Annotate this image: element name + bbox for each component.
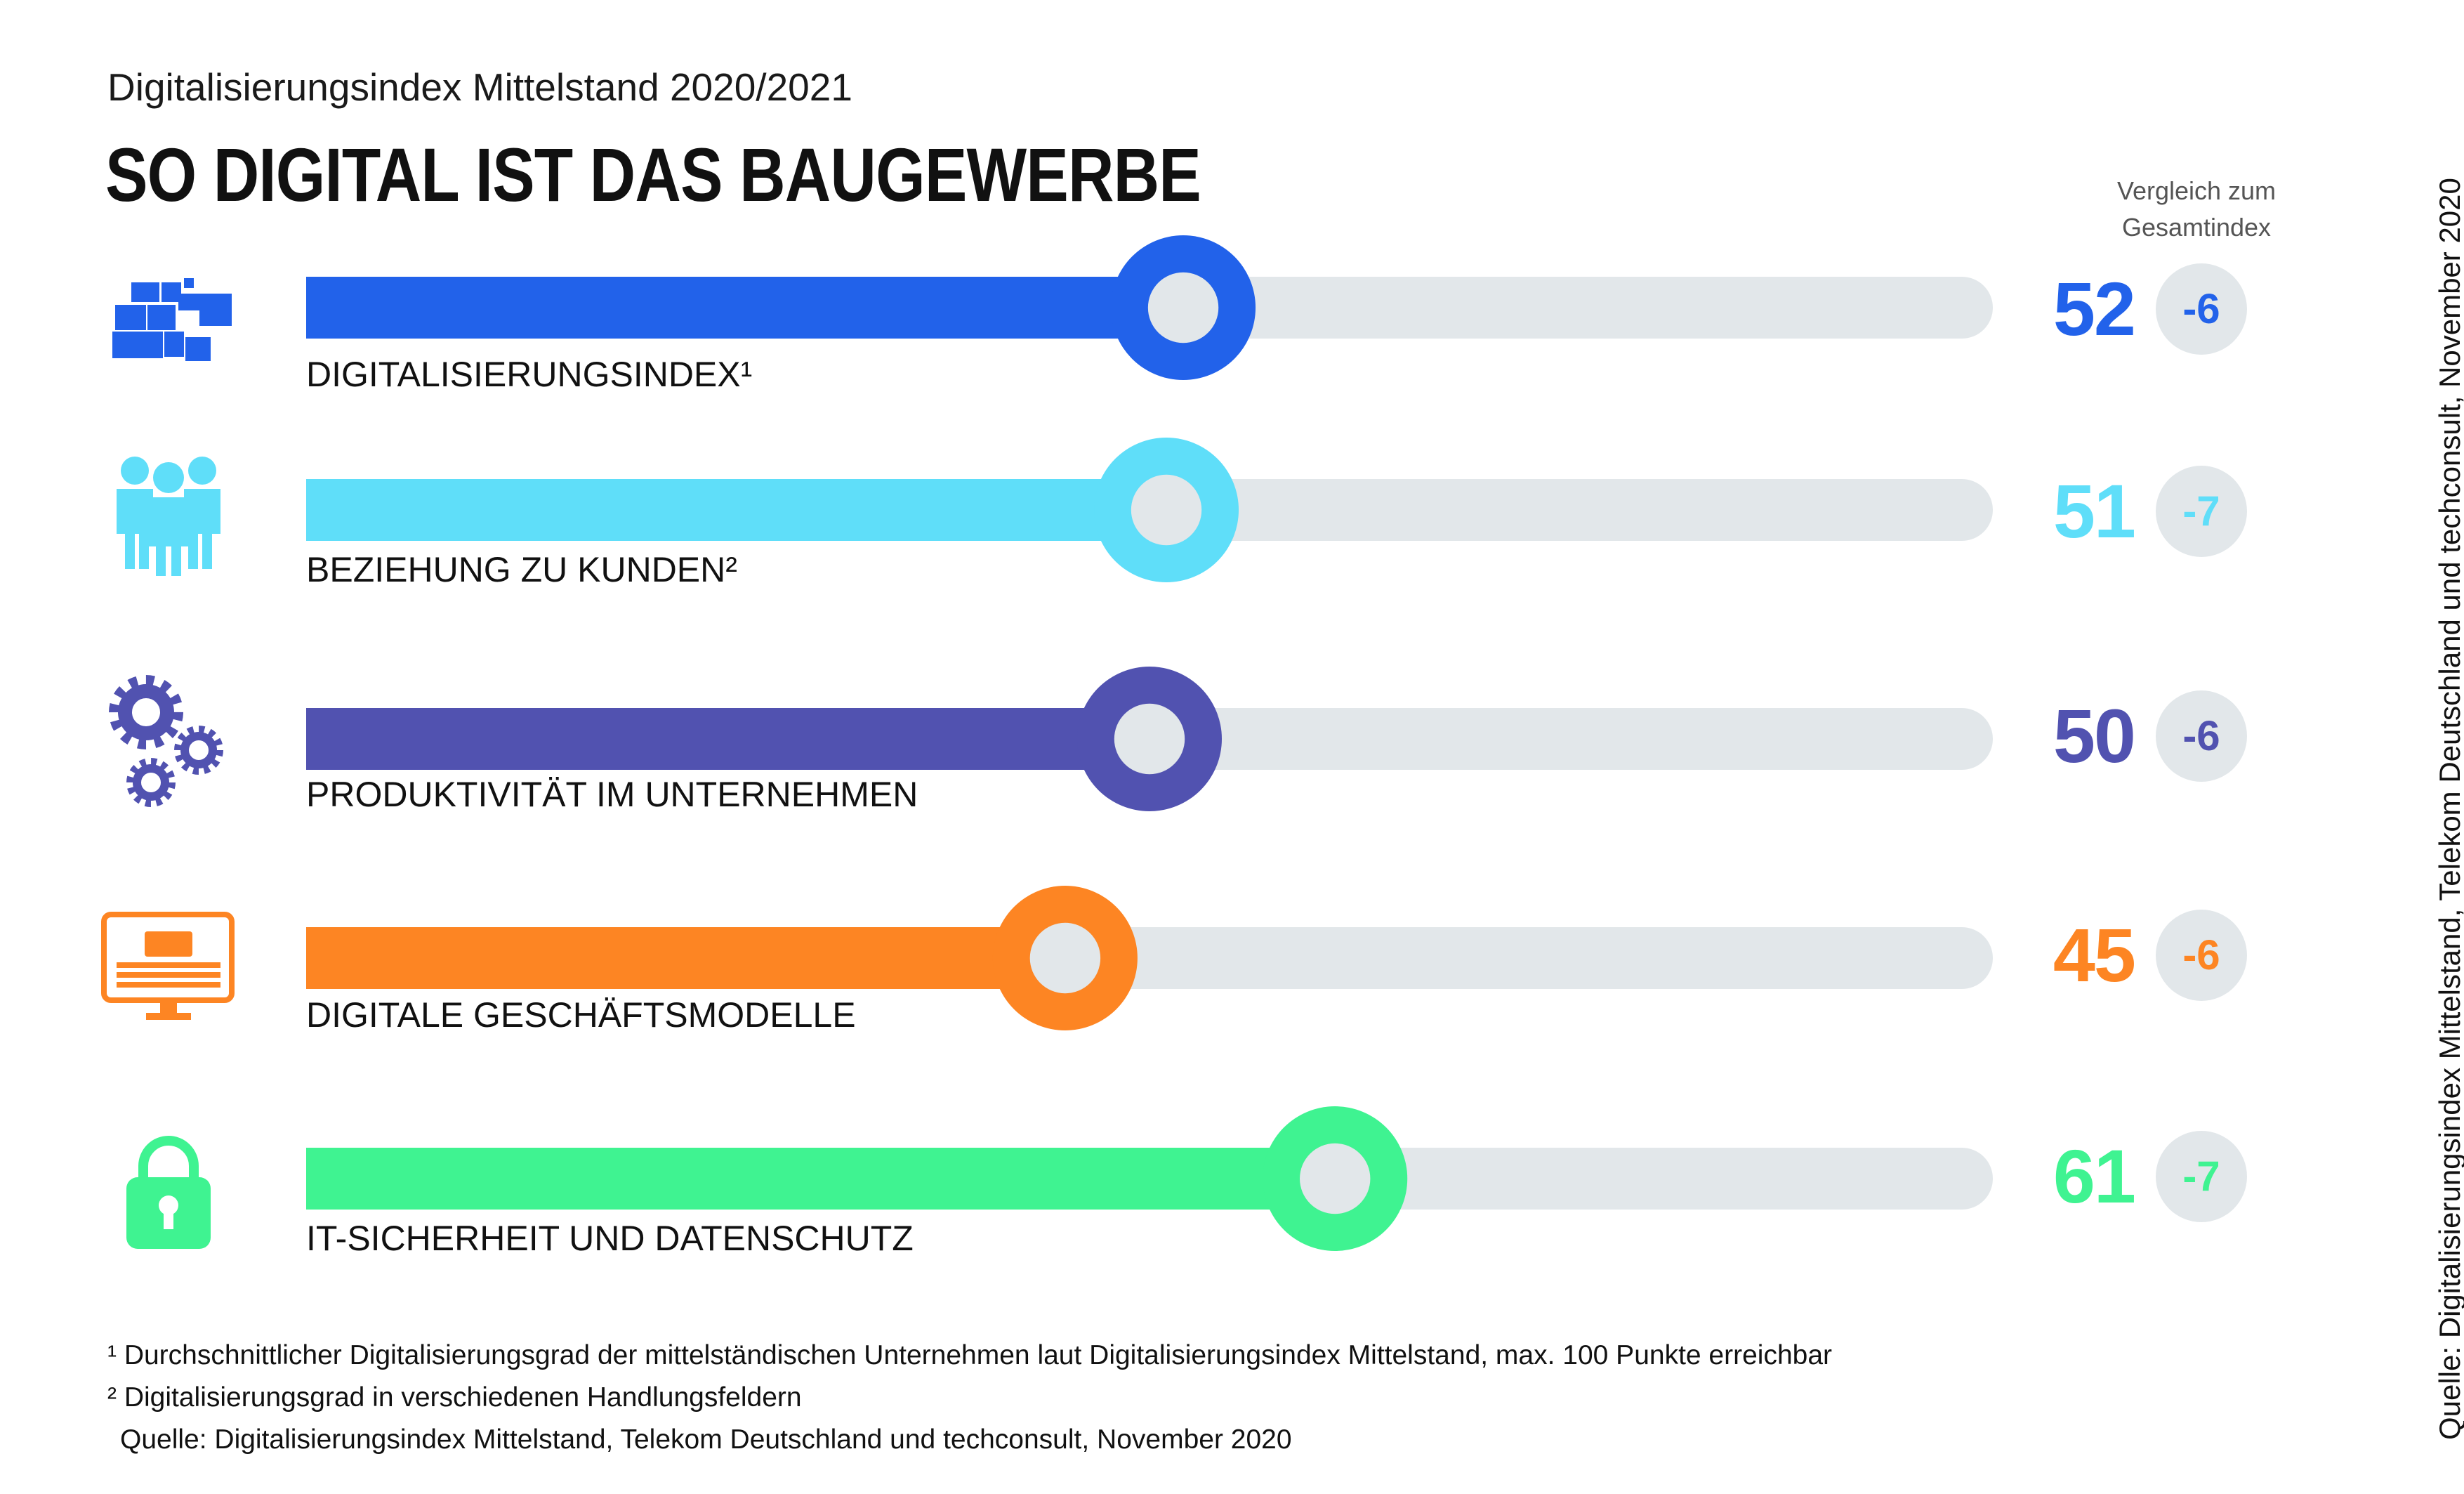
knob-center-it-sicherheit: [1300, 1143, 1371, 1214]
row-label-digitalisierungsindex: DIGITALISIERUNGSINDEX¹: [306, 355, 753, 394]
row-delta-digitalisierungsindex: -6: [2156, 263, 2247, 355]
puzzle-tiles-icon: [112, 278, 232, 361]
knob-center-digitalisierungsindex: [1147, 272, 1219, 343]
bar-digitale-geschaeftsmodelle: [306, 927, 1065, 989]
gears-icon: [109, 675, 223, 807]
people-group-icon: [117, 457, 220, 576]
row-value-beziehung-zu-kunden: 51: [2053, 468, 2136, 553]
comparison-header: Vergleich zum Gesamtindex: [2091, 173, 2302, 246]
row-label-it-sicherheit: IT-SICHERHEIT UND DATENSCHUTZ: [306, 1219, 914, 1258]
knob-center-digitale-geschaeftsmodelle: [1029, 922, 1101, 994]
row-delta-digitale-geschaeftsmodelle: -6: [2156, 910, 2247, 1001]
monitor-icon: [101, 912, 235, 1020]
row-delta-produktivitaet: -6: [2156, 690, 2247, 782]
comparison-header-line1: Vergleich zum: [2116, 176, 2277, 205]
row-label-produktivitaet: PRODUKTIVITÄT IM UNTERNEHMEN: [306, 775, 918, 814]
knob-center-beziehung-zu-kunden: [1131, 474, 1202, 546]
comparison-header-line2: Gesamtindex: [2121, 213, 2272, 242]
row-value-digitale-geschaeftsmodelle: 45: [2053, 912, 2136, 997]
row-value-it-sicherheit: 61: [2053, 1134, 2136, 1219]
chart-title: SO DIGITAL IST DAS BAUGEWERBE: [105, 132, 1201, 217]
bar-it-sicherheit: [306, 1148, 1336, 1210]
knob-center-produktivitaet: [1114, 703, 1185, 775]
bar-digitalisierungsindex: [306, 277, 1184, 339]
chart-subtitle: Digitalisierungsindex Mittelstand 2020/2…: [107, 65, 852, 109]
bar-produktivitaet: [306, 708, 1149, 770]
row-value-produktivitaet: 50: [2053, 693, 2136, 778]
footnotes: ¹ Durchschnittlicher Digitalisierungsgra…: [107, 1335, 1832, 1461]
source-vertical: Quelle: Digitalisierungsindex Mittelstan…: [2433, 178, 2464, 1440]
row-delta-beziehung-zu-kunden: -7: [2156, 466, 2247, 557]
row-value-digitalisierungsindex: 52: [2053, 266, 2136, 351]
footnote-1: ¹ Durchschnittlicher Digitalisierungsgra…: [107, 1340, 1833, 1370]
bar-beziehung-zu-kunden: [306, 479, 1167, 541]
row-label-beziehung-zu-kunden: BEZIEHUNG ZU KUNDEN²: [306, 550, 737, 589]
footnote-source: Quelle: Digitalisierungsindex Mittelstan…: [120, 1424, 1292, 1455]
padlock-icon: [126, 1136, 211, 1249]
row-label-digitale-geschaeftsmodelle: DIGITALE GESCHÄFTSMODELLE: [306, 995, 856, 1035]
row-delta-it-sicherheit: -7: [2156, 1131, 2247, 1222]
footnote-2: ² Digitalisierungsgrad in verschiedenen …: [107, 1382, 802, 1413]
